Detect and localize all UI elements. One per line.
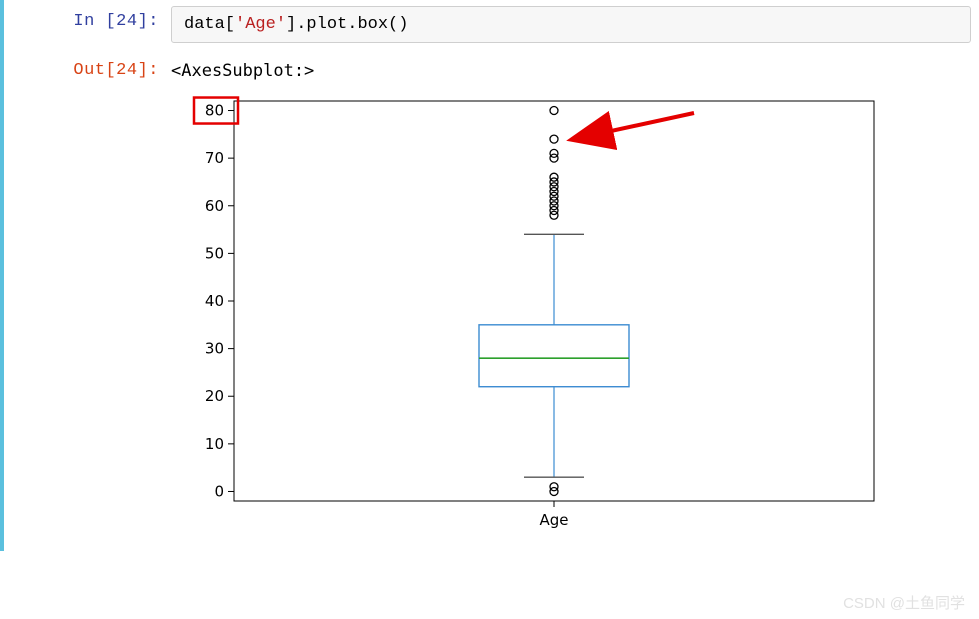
boxplot-chart: 0 10 20 30 40 50 60 70 80 Age: [174, 91, 894, 546]
code-pre: data[: [184, 15, 235, 34]
code-string: 'Age': [235, 15, 286, 34]
plot-area: 0 10 20 30 40 50 60 70 80 Age: [174, 91, 979, 551]
svg-text:20: 20: [205, 387, 224, 405]
output-row: Out[24]: <AxesSubplot:>: [4, 49, 979, 81]
svg-text:40: 40: [205, 292, 224, 310]
svg-text:50: 50: [205, 244, 224, 262]
svg-text:Age: Age: [539, 511, 568, 529]
svg-text:30: 30: [205, 340, 224, 358]
watermark: CSDN @土鱼同学: [843, 592, 965, 613]
output-text: <AxesSubplot:>: [171, 55, 979, 81]
notebook: In [24]: data['Age'].plot.box() Out[24]:…: [0, 0, 979, 551]
svg-text:80: 80: [205, 102, 224, 120]
svg-text:70: 70: [205, 149, 224, 167]
svg-text:10: 10: [205, 435, 224, 453]
svg-text:60: 60: [205, 197, 224, 215]
code-post: ].plot.box(): [286, 15, 408, 34]
in-prompt: In [24]:: [4, 6, 171, 31]
code-cell[interactable]: data['Age'].plot.box(): [171, 6, 971, 43]
svg-text:0: 0: [214, 482, 224, 500]
input-row: In [24]: data['Age'].plot.box(): [4, 0, 979, 43]
out-prompt: Out[24]:: [4, 55, 171, 80]
